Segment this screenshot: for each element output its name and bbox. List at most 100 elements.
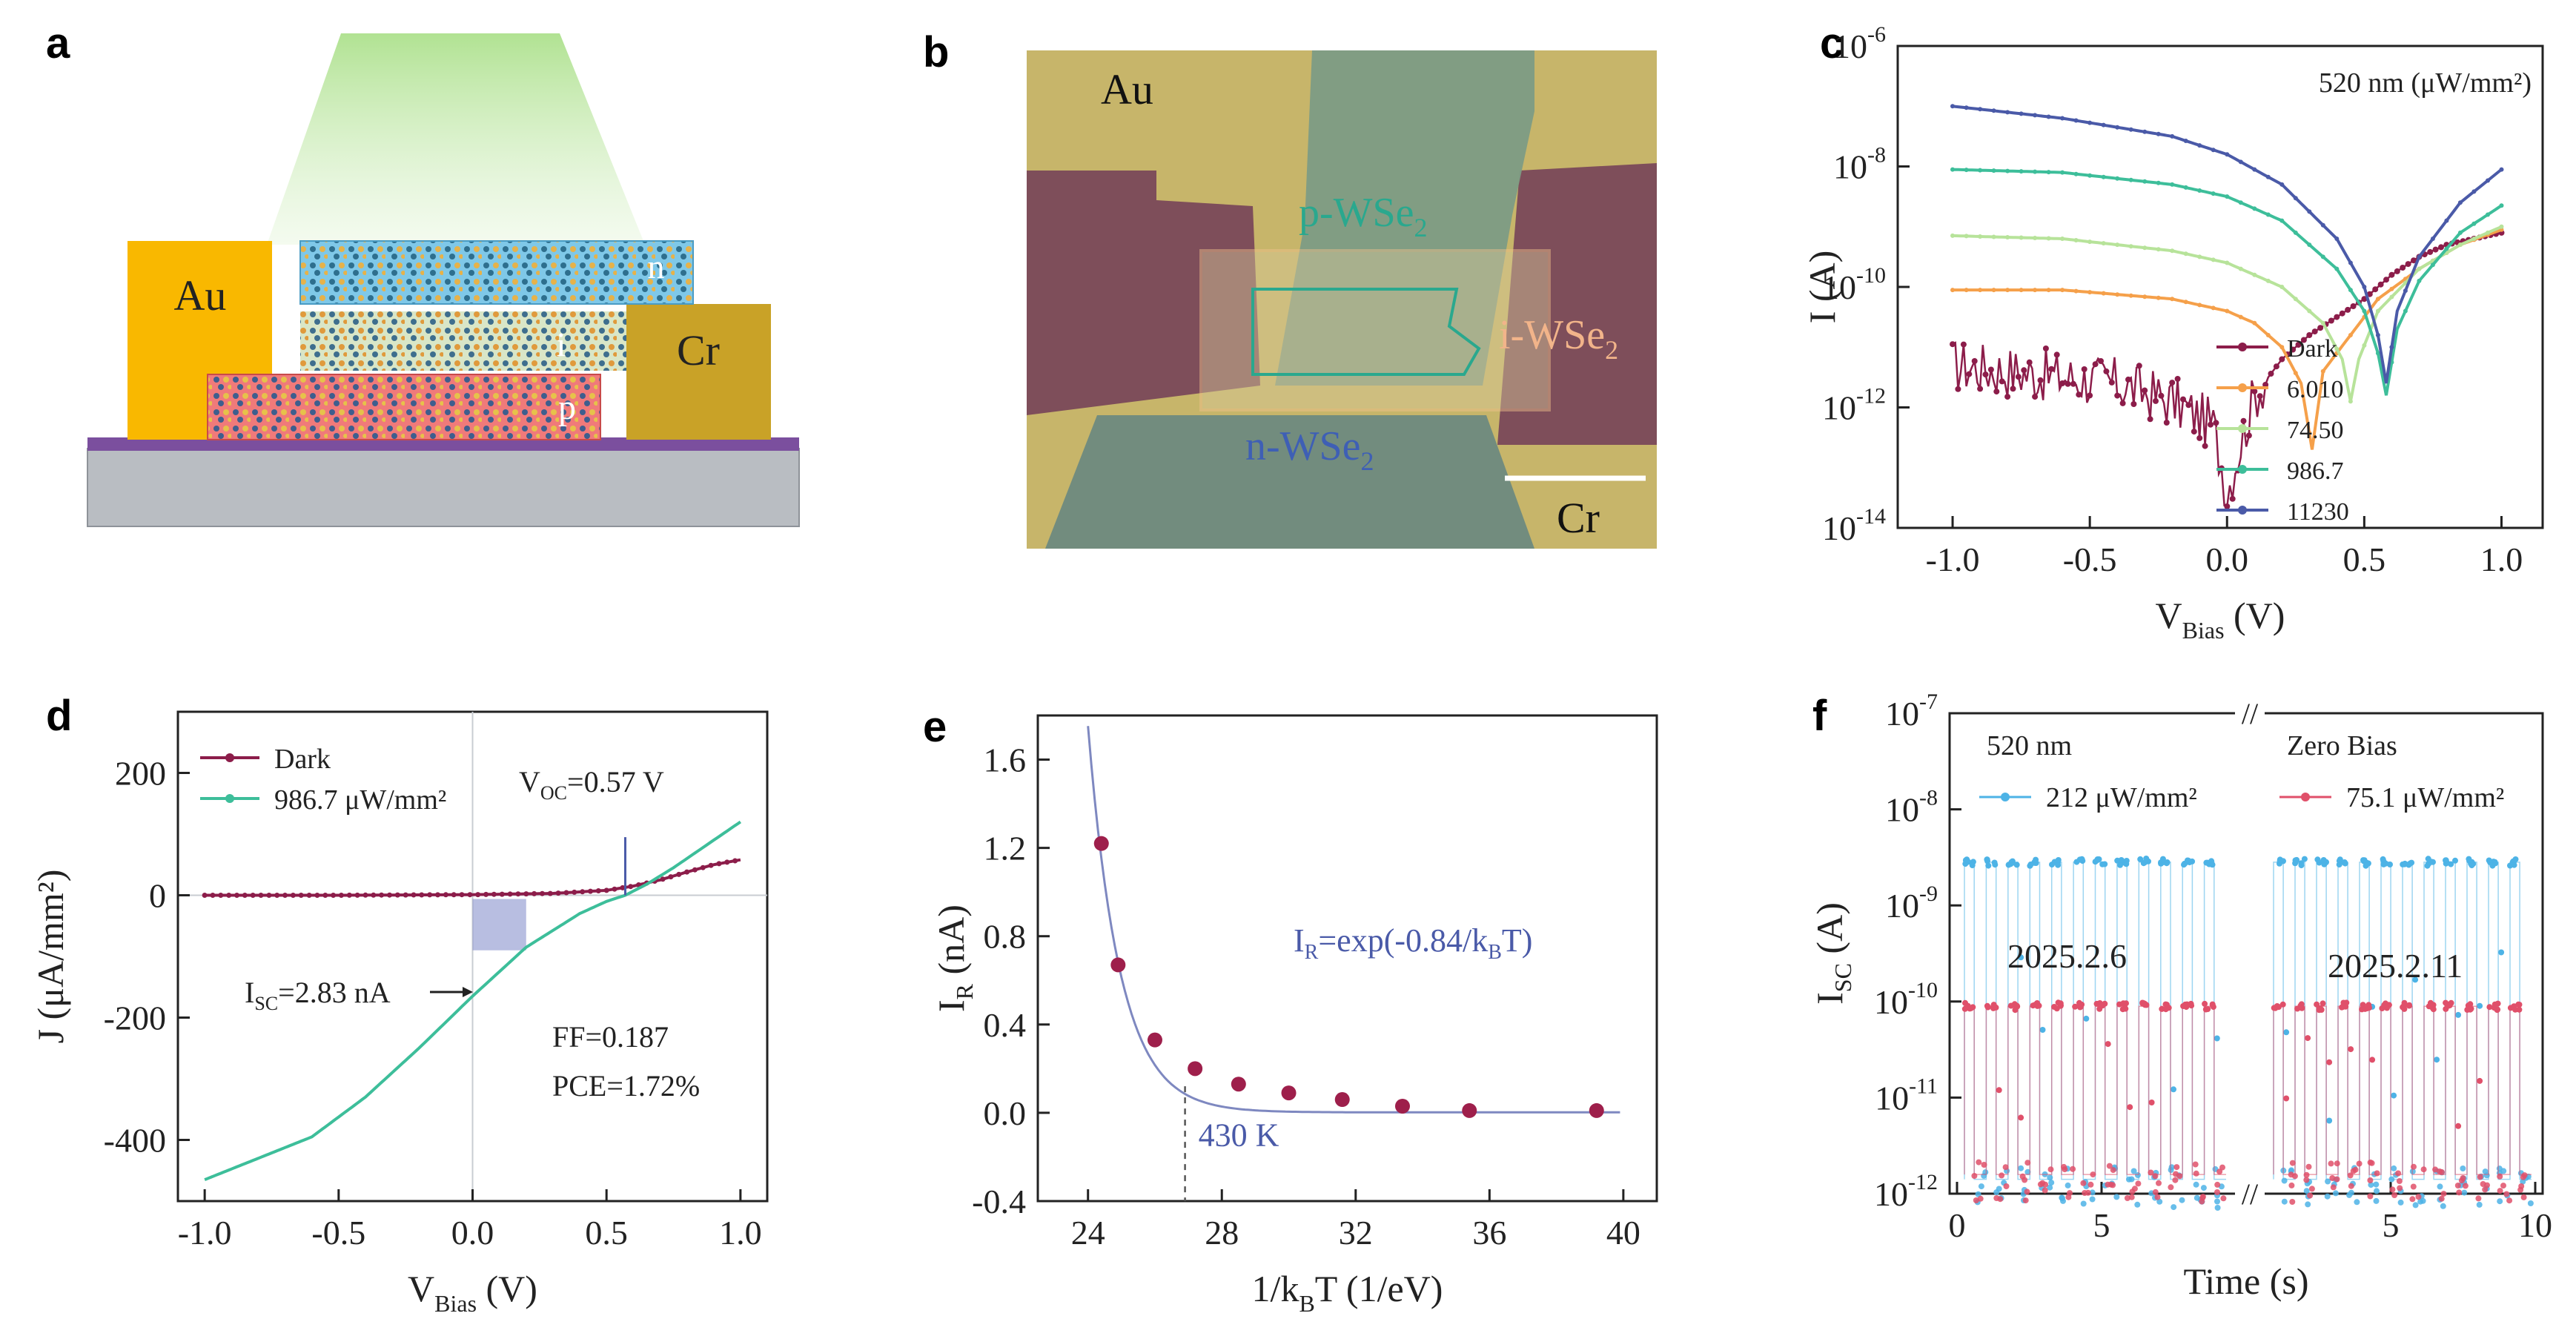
data-point: [1960, 341, 1967, 348]
au-label: Au: [174, 271, 227, 320]
data-point: [2289, 1199, 2296, 1205]
x-axis-label: VBias (V): [2156, 595, 2285, 644]
data-point: [2251, 388, 2258, 394]
data-point: [2497, 1188, 2503, 1194]
data-point: [2305, 1035, 2311, 1042]
data-point: [2163, 420, 2170, 426]
panel-b-micrograph: Au p-WSe2 i-WSe2 n-WSe2 Cr: [1027, 50, 1657, 549]
data-point: [2026, 359, 2033, 366]
x-axis-label: 1/kBT (1/eV): [1252, 1268, 1443, 1317]
data-point: [2405, 261, 2411, 268]
x-tick-label: 1.0: [719, 1214, 762, 1252]
data-point: [2279, 182, 2285, 187]
b-cr-label: Cr: [1557, 494, 1600, 542]
b-i-label: i-WSe2: [1499, 312, 1618, 365]
data-point: [2094, 856, 2101, 862]
data-point: [2170, 133, 2175, 139]
data-point: [2320, 254, 2325, 259]
data-point: [1950, 233, 1955, 238]
data-point: [2345, 306, 2351, 313]
data-point: [580, 889, 586, 895]
panel-label-f: f: [1812, 692, 1827, 740]
data-point: [2457, 200, 2463, 205]
chart-f-switching: // // 10-12 10-11 10-10 10-9 10-8 10-7 0 5 5 10 ISC …: [1809, 690, 2552, 1302]
light-beam: [267, 33, 645, 245]
data-point: [1231, 1077, 1246, 1092]
data-point: [2437, 1183, 2443, 1190]
temperature-label: 430 K: [1199, 1117, 1279, 1154]
data-point: [2308, 1186, 2315, 1192]
p-layer: [207, 374, 601, 440]
data-point: [2294, 856, 2300, 863]
data-point: [2208, 421, 2214, 428]
data-point: [532, 890, 537, 896]
data-point: [2211, 305, 2216, 311]
data-point: [435, 892, 440, 898]
data-point: [2346, 1191, 2353, 1198]
data-point: [2048, 366, 2055, 372]
data-point: [2307, 242, 2312, 248]
x-tick-label: 1.0: [2480, 540, 2523, 578]
data-point: [2214, 1189, 2220, 1195]
data-point: [2156, 1198, 2163, 1205]
data-point: [2373, 1181, 2380, 1188]
data-point: [2238, 314, 2243, 320]
data-point: [2142, 294, 2148, 300]
x-tick-label: 5: [2093, 1206, 2110, 1244]
data-point: [2334, 1176, 2340, 1183]
data-point: [1977, 1195, 1984, 1202]
data-point: [2374, 1188, 2380, 1194]
data-point: [2412, 1202, 2419, 1209]
data-point: [1996, 1087, 2002, 1094]
data-point: [2432, 246, 2439, 253]
data-point: [314, 893, 320, 898]
data-point: [419, 892, 425, 898]
x-tick-label: -1.0: [178, 1214, 232, 1252]
data-point: [2467, 1001, 2474, 1008]
data-point: [2172, 1177, 2179, 1183]
y-tick-label: 0.4: [984, 1006, 1027, 1044]
axis-break-gap: [2235, 698, 2265, 1209]
data-point: [668, 874, 674, 880]
data-point: [2142, 179, 2148, 184]
data-point: [2348, 333, 2353, 337]
data-point: [2373, 1197, 2380, 1204]
data-point: [2339, 310, 2345, 317]
data-point: [2115, 125, 2120, 130]
data-point: [2152, 1188, 2159, 1195]
data-point: [2389, 286, 2394, 291]
data-point: [2083, 1015, 2090, 1022]
x-tick-label: -1.0: [1926, 540, 1980, 578]
panel-a-schematic: Au Cr n i p: [87, 33, 800, 527]
data-point: [2105, 1181, 2111, 1188]
b-au-label: Au: [1101, 65, 1153, 113]
y-tick-label: 10-10: [1822, 263, 1886, 306]
data-point: [2220, 1195, 2227, 1202]
data-point: [2334, 237, 2340, 241]
data-point: [2477, 1077, 2483, 1084]
data-point: [2101, 241, 2106, 246]
data-point: [2214, 1181, 2221, 1188]
data-point: [2174, 376, 2181, 382]
data-point: [2030, 1002, 2036, 1009]
data-point: [523, 891, 529, 897]
data-point: [1462, 1102, 1477, 1118]
data-point: [2005, 235, 2010, 239]
y-tick-label: 200: [115, 755, 166, 793]
data-point: [2245, 432, 2252, 439]
data-point: [2037, 1181, 2044, 1188]
data-point: [555, 890, 561, 896]
data-point: [2332, 1190, 2339, 1197]
data-point: [2500, 1183, 2506, 1189]
data-point: [572, 889, 577, 895]
data-point: [2197, 143, 2202, 148]
b-p-label: p-WSe2: [1299, 190, 1428, 242]
data-point: [2328, 317, 2334, 324]
data-point: [2499, 203, 2504, 208]
data-point: [499, 891, 505, 897]
data-point: [2311, 328, 2318, 335]
data-point: [1334, 1092, 1350, 1108]
legend-label: Dark: [274, 744, 331, 775]
data-point: [2046, 288, 2051, 293]
left-electrode-region: [1027, 171, 1260, 415]
